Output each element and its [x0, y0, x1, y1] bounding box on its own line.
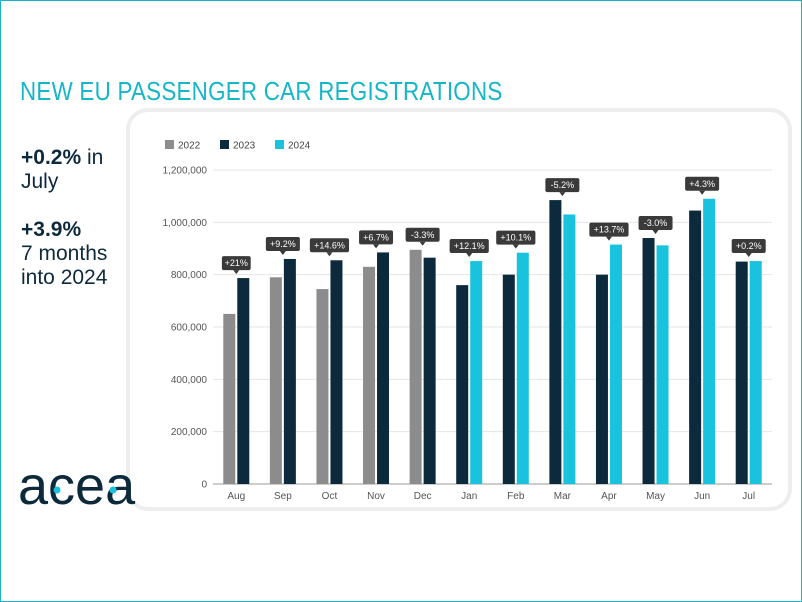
- x-tick-label: Aug: [227, 491, 245, 502]
- change-label-pointer: [279, 250, 286, 255]
- change-label-pointer: [233, 270, 240, 275]
- july-change-value: +0.2%: [21, 146, 82, 169]
- page-title: NEW EU PASSENGER CAR REGISTRATIONS: [20, 76, 503, 106]
- bar-2023: [735, 261, 748, 484]
- change-label: -3.0%: [644, 218, 668, 228]
- y-tick-label: 400,000: [171, 375, 208, 386]
- bar-2024: [656, 245, 669, 484]
- bar-2022: [269, 277, 282, 484]
- change-label-bg: [731, 239, 766, 254]
- bar-2023: [283, 258, 296, 484]
- bar-2023: [502, 274, 515, 484]
- bar-2024: [703, 198, 716, 485]
- change-label-pointer: [373, 244, 380, 249]
- change-label: -5.2%: [551, 180, 575, 190]
- x-tick-label: Jun: [694, 491, 710, 502]
- legend-swatch: [165, 140, 174, 149]
- change-label: +0.2%: [736, 241, 762, 251]
- legend-label: 2023: [233, 141, 256, 152]
- bar-2024: [470, 261, 483, 484]
- y-tick-label: 800,000: [171, 270, 208, 281]
- x-tick-label: Dec: [414, 491, 432, 502]
- legend-swatch: [275, 140, 284, 149]
- change-label-bg: [685, 176, 720, 191]
- y-tick-label: 1,200,000: [163, 166, 208, 177]
- change-label-pointer: [559, 192, 566, 197]
- july-change-text-a: in: [81, 146, 104, 169]
- bar-2022: [316, 289, 329, 484]
- july-change-text-b: July: [21, 170, 59, 193]
- change-label-pointer: [466, 253, 473, 258]
- bar-2022: [409, 249, 422, 484]
- change-label-pointer: [699, 190, 706, 195]
- x-tick-label: Jul: [742, 491, 755, 502]
- bar-2022: [363, 266, 376, 484]
- change-label-bg: [496, 230, 536, 245]
- y-tick-label: 200,000: [171, 427, 208, 438]
- bar-2023: [549, 200, 562, 484]
- y-tick-label: 600,000: [171, 323, 208, 334]
- bar-2023: [595, 274, 608, 484]
- acea-logo-text: acea: [18, 458, 136, 514]
- y-tick-label: 1,000,000: [163, 218, 208, 229]
- change-label-bg: [589, 222, 629, 237]
- change-label: +13.7%: [594, 225, 625, 235]
- ytd-change-stat: +3.9% 7 months into 2024: [21, 218, 136, 290]
- bar-2023: [689, 210, 702, 484]
- change-label-pointer: [745, 253, 752, 258]
- change-label: +12.1%: [454, 241, 485, 251]
- change-label: +6.7%: [363, 232, 389, 242]
- bar-2024: [516, 252, 529, 484]
- change-label: +9.2%: [270, 239, 296, 249]
- x-tick-label: Jan: [461, 491, 477, 502]
- x-tick-label: Apr: [601, 491, 617, 502]
- bar-2023: [456, 285, 469, 484]
- change-label-bg: [638, 216, 673, 231]
- july-change-stat: +0.2% in July: [21, 146, 131, 194]
- logo-dot-icon: [109, 486, 117, 494]
- bar-2024: [749, 261, 762, 484]
- ytd-change-text-a: 7 months: [21, 242, 108, 265]
- change-label-pointer: [419, 241, 426, 246]
- change-label-bg: [449, 239, 489, 254]
- change-label: -3.3%: [411, 230, 435, 240]
- bar-2023: [330, 260, 343, 484]
- x-tick-label: Nov: [367, 491, 385, 502]
- change-label: +14.6%: [314, 240, 345, 250]
- x-tick-label: Sep: [274, 491, 292, 502]
- bar-2023: [237, 278, 250, 484]
- logo-dot-icon: [53, 486, 61, 494]
- x-tick-label: Mar: [554, 491, 572, 502]
- x-tick-label: Oct: [322, 491, 338, 502]
- acea-logo: acea: [18, 458, 136, 514]
- change-label-bg: [265, 236, 300, 251]
- change-label: +10.1%: [500, 233, 531, 243]
- change-label-bg: [309, 238, 350, 253]
- legend-label: 2022: [178, 141, 201, 152]
- bar-2023: [423, 257, 436, 484]
- change-label-pointer: [512, 244, 519, 249]
- legend-label: 2024: [288, 141, 311, 152]
- ytd-change-value: +3.9%: [21, 218, 82, 241]
- bar-2022: [223, 313, 236, 484]
- change-label-bg: [545, 178, 580, 193]
- ytd-change-text-b: into 2024: [21, 266, 108, 289]
- change-label-bg: [405, 227, 440, 242]
- change-label-pointer: [326, 252, 333, 257]
- bar-2024: [563, 214, 576, 484]
- bar-2023: [377, 252, 390, 484]
- change-label: +21%: [225, 258, 248, 268]
- x-tick-label: Feb: [507, 491, 525, 502]
- y-tick-label: 0: [201, 480, 207, 491]
- change-label-pointer: [605, 236, 612, 241]
- change-label: +4.3%: [689, 179, 715, 189]
- legend-swatch: [220, 140, 229, 149]
- x-tick-label: May: [646, 491, 665, 502]
- bar-2023: [642, 238, 655, 484]
- change-label-pointer: [652, 230, 659, 235]
- change-label-bg: [221, 256, 251, 271]
- bar-2024: [609, 244, 622, 484]
- change-label-bg: [359, 230, 394, 245]
